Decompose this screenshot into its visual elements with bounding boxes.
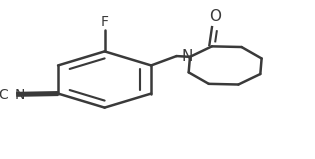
Text: N: N	[181, 48, 193, 64]
Text: O: O	[209, 9, 221, 24]
Text: N: N	[15, 88, 25, 102]
Text: F: F	[100, 15, 109, 29]
Text: C: C	[0, 88, 8, 102]
